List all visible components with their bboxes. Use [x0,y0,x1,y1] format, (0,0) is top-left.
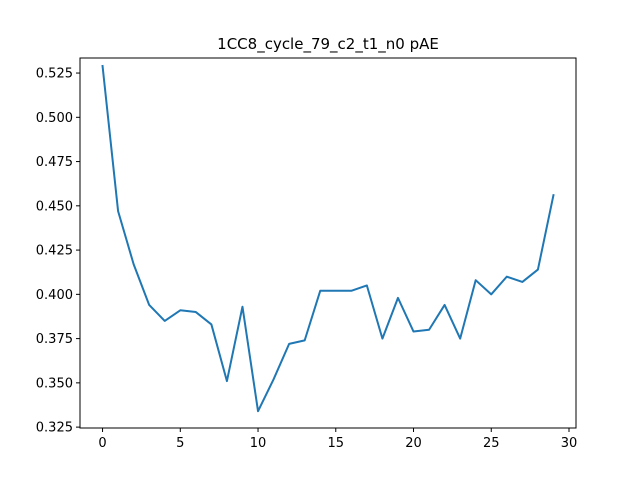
y-tick-label: 0.400 [36,288,73,303]
x-tick-label: 5 [176,436,184,451]
x-axis: 0 5 10 15 20 25 30 [98,428,577,451]
plot-frame [79,57,577,429]
y-tick-label: 0.525 [36,67,73,82]
x-tick-label: 0 [98,436,106,451]
y-tick-label: 0.475 [36,155,73,170]
x-tick-label: 10 [250,436,267,451]
y-tick-label: 0.500 [36,111,73,126]
y-axis: 0.325 0.350 0.375 0.400 0.425 0.450 0.475 0.500… [36,67,80,436]
y-tick-label: 0.425 [36,244,73,259]
x-tick-label: 20 [405,436,422,451]
y-tick-label: 0.375 [36,332,73,347]
y-tick-label: 0.450 [36,199,73,214]
series-line [101,64,555,413]
chart-title: 1CC8_cycle_79_c2_t1_n0 pAE [217,35,439,54]
y-tick-label: 0.350 [36,376,73,391]
x-tick-label: 25 [483,436,500,451]
x-tick-label: 15 [328,436,345,451]
x-tick-label: 30 [561,436,578,451]
y-tick-label: 0.325 [36,421,73,436]
